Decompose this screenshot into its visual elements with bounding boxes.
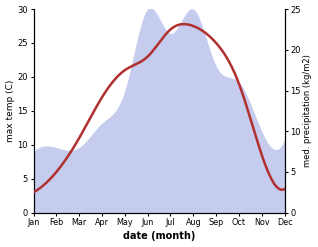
X-axis label: date (month): date (month) [123, 231, 195, 242]
Y-axis label: med. precipitation (kg/m2): med. precipitation (kg/m2) [303, 54, 313, 167]
Y-axis label: max temp (C): max temp (C) [5, 80, 15, 142]
